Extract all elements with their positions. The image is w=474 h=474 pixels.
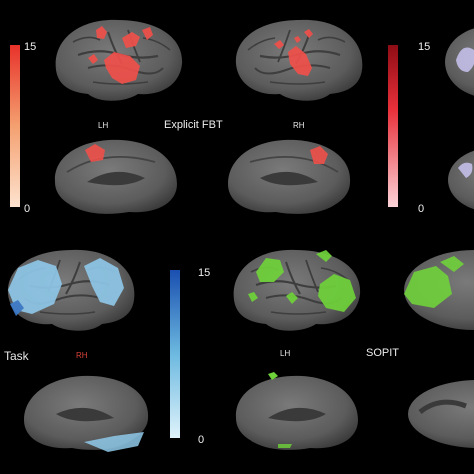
activation-cluster-blue [8, 258, 124, 316]
hemisphere-label-rh-red: RH [76, 351, 88, 360]
brain-medial-lh-top [54, 139, 177, 214]
brain-medial-rh-top [228, 139, 351, 214]
colorbar-bottom-left-max: 15 [198, 267, 210, 279]
activation-cluster-red [274, 29, 313, 76]
brain-medial-cropped-top-right [448, 150, 474, 210]
hemisphere-label-rh: RH [293, 121, 305, 130]
brain-lateral-lh-top [55, 19, 183, 101]
brain-lateral-rh-bottom-left [7, 249, 135, 331]
colorbar-top-left-min: 0 [24, 203, 30, 215]
activation-cluster-green [248, 250, 356, 312]
colorbar-top-left-max: 15 [24, 41, 36, 53]
condition-label-task: Task [4, 349, 30, 363]
colorbar-bottom-left [170, 270, 180, 438]
condition-label-explicit-fbt: Explicit FBT [164, 119, 223, 131]
activation-cluster-red [88, 26, 153, 84]
brain-medial-bottom-left [24, 375, 149, 452]
colorbar-bottom-left-min: 0 [198, 434, 204, 446]
condition-label-sopit: SOPIT [366, 347, 399, 359]
brain-lateral-cropped-top-right [445, 28, 474, 96]
brain-lateral-lh-bottom [233, 249, 361, 331]
brain-lateral-rh-top [235, 19, 363, 101]
brain-medial-cropped-bottom-right [408, 380, 474, 448]
colorbar-top-left [10, 45, 20, 207]
colorbar-top-right-max: 15 [418, 41, 430, 53]
colorbar-top-right-min: 0 [418, 203, 424, 215]
brain-lateral-cropped-bottom-right [404, 250, 474, 330]
brain-medial-lh-bottom [235, 372, 358, 450]
hemisphere-label-lh-bottom: LH [280, 349, 290, 358]
hemisphere-label-lh: LH [98, 121, 108, 130]
activation-cluster-red [310, 146, 328, 164]
colorbar-top-right [388, 45, 398, 207]
activation-cluster-red [85, 144, 105, 162]
